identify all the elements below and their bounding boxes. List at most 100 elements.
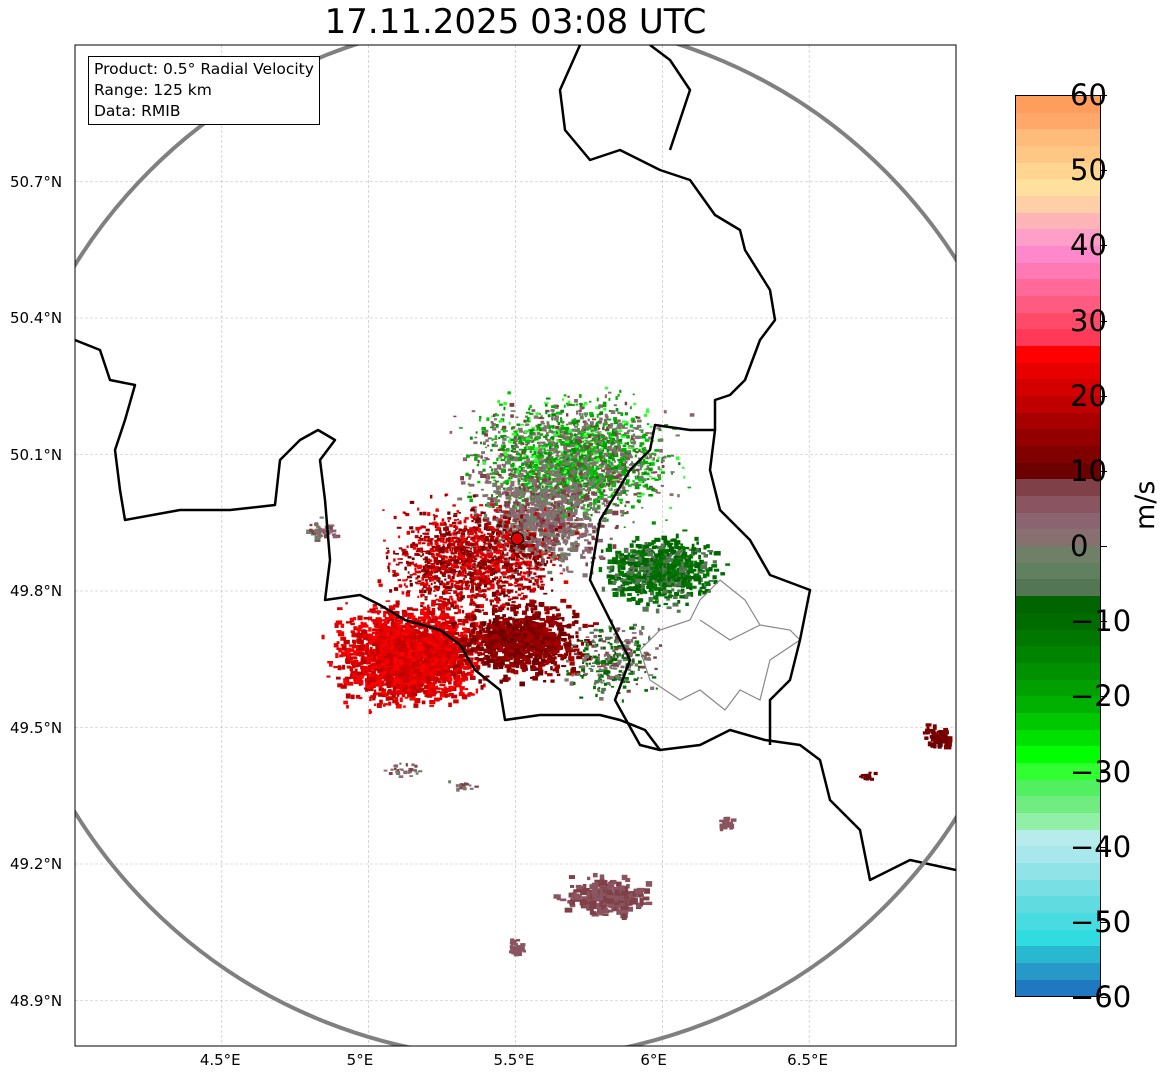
colorbar-band [1016,846,1100,863]
colorbar-tick-mark [1101,170,1107,172]
colorbar-band [1016,812,1100,830]
velocity-echo-cluster [598,529,731,614]
colorbar-band [1016,112,1100,130]
colorbar-band [1016,146,1100,163]
colorbar-band [1016,662,1100,680]
colorbar-tick-label: −40 [1070,829,1132,864]
colorbar-band [1016,696,1100,713]
colorbar-band [1016,312,1100,330]
colorbar-tick-label: 40 [1070,228,1107,263]
colorbar-band [1016,196,1100,213]
colorbar-band [1016,962,1100,980]
colorbar [1015,95,1101,997]
colorbar-tick-mark [1101,921,1107,923]
colorbar-tick-mark [1101,395,1107,397]
country-border [649,45,692,151]
colorbar-tick-label: −60 [1070,980,1132,1014]
lat-tick-label: 50.1°N [10,445,63,464]
colorbar-tick-mark [1101,696,1107,698]
velocity-echo-cluster [383,762,423,779]
colorbar-band [1016,729,1100,747]
colorbar-tick-mark [1101,771,1107,773]
country-border [558,45,777,752]
colorbar-band [1016,346,1100,363]
velocity-echo-cluster [449,386,695,533]
colorbar-tick-label: 10 [1070,453,1107,488]
lat-tick-label: 48.9°N [10,991,63,1010]
colorbar-tick-label: 20 [1070,378,1107,413]
admin-boundary [699,619,761,641]
colorbar-band [1016,579,1100,597]
colorbar-band [1016,446,1100,463]
colorbar-tick-label: 0 [1070,529,1089,563]
colorbar-tick-mark [1101,621,1107,623]
colorbar-band [1016,96,1100,113]
colorbar-band [1016,979,1100,997]
colorbar-band [1016,496,1100,513]
colorbar-band [1016,529,1100,547]
lon-tick-label: 6.5°E [787,1051,828,1069]
colorbar-tick-label: −20 [1070,679,1132,714]
velocity-echo-cluster [306,516,341,542]
colorbar-band [1016,879,1100,897]
colorbar-label: m/s [1130,480,1161,530]
colorbar-tick-mark [1101,95,1107,96]
velocity-echo-cluster [922,723,953,750]
colorbar-tick-mark [1101,470,1107,472]
colorbar-band [1016,296,1100,313]
colorbar-tick-mark [1101,320,1107,322]
colorbar-band [1016,829,1100,847]
colorbar-band [1016,179,1100,197]
colorbar-band [1016,646,1100,663]
colorbar-tick-mark [1101,997,1107,998]
velocity-echo-cluster [564,619,662,703]
colorbar-tick-label: 50 [1070,153,1107,188]
colorbar-band [1016,279,1100,297]
map-title: 17.11.2025 03:08 UTC [324,2,707,42]
colorbar-band [1016,546,1100,563]
colorbar-band [1016,412,1100,430]
colorbar-band [1016,262,1100,280]
colorbar-band [1016,162,1100,180]
velocity-echo-cluster [448,780,479,792]
range-label: Range: 125 km [94,81,212,99]
velocity-echo-cluster [508,938,527,957]
colorbar-band [1016,329,1100,347]
lon-tick-label: 5°E [346,1051,374,1069]
colorbar-band [1016,596,1100,613]
velocity-echo-cluster [450,591,600,690]
product-label: Product: 0.5° Radial Velocity [94,60,314,78]
velocity-echo-cluster [377,493,580,627]
colorbar-band [1016,629,1100,647]
colorbar-band [1016,862,1100,880]
lon-tick-label: 4.5°E [199,1051,241,1069]
colorbar-band [1016,479,1100,497]
colorbar-band [1016,679,1100,697]
lon-tick-label: 5.5°E [493,1051,535,1069]
colorbar-band [1016,762,1100,780]
lat-tick-label: 49.5°N [10,718,63,737]
colorbar-tick-label: 30 [1070,303,1107,338]
velocity-echo-cluster [858,771,878,781]
colorbar-band [1016,379,1100,397]
colorbar-tick-mark [1101,846,1107,848]
colorbar-tick-mark [1101,245,1107,247]
country-border [708,429,812,745]
product-info-box: Product: 0.5° Radial Velocity Range: 125… [88,56,320,125]
lat-tick-label: 49.8°N [10,582,63,600]
colorbar-band [1016,462,1100,480]
colorbar-tick-label: −50 [1070,904,1132,939]
colorbar-band [1016,562,1100,580]
colorbar-band [1016,746,1100,763]
colorbar-band [1016,912,1100,930]
lat-tick-label: 50.7°N [10,172,63,191]
lat-tick-label: 49.2°N [10,855,63,873]
colorbar-tick-mark [1101,546,1107,547]
lat-tick-label: 50.4°N [10,309,63,327]
colorbar-band [1016,396,1100,413]
data-source-label: Data: RMIB [94,102,181,120]
velocity-echo-cluster [719,816,737,832]
colorbar-tick-label: −10 [1070,604,1132,639]
colorbar-band [1016,229,1100,247]
